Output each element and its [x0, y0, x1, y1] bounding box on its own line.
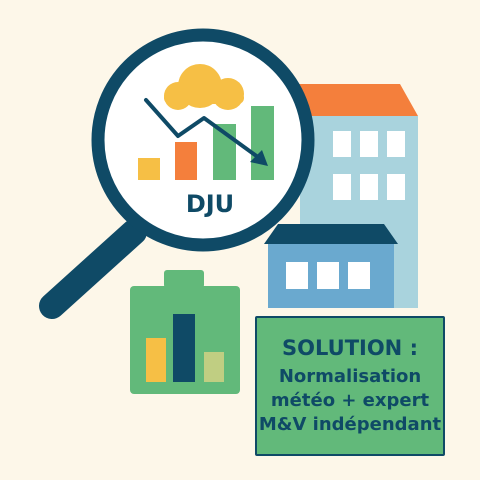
solution-line-2: météo + expert	[270, 390, 430, 411]
lens-bar-2	[175, 142, 197, 180]
trend-down-arrow-icon	[144, 98, 268, 166]
battery-bar-2	[173, 314, 195, 382]
building-icon	[264, 84, 418, 308]
solution-line-1: Normalisation	[278, 366, 422, 387]
magnifier-lens	[91, 28, 315, 252]
battery-cap	[164, 270, 204, 288]
solution-title: SOLUTION :	[282, 336, 418, 360]
battery-chart-icon	[130, 270, 240, 394]
solution-line-3: M&V indépendant	[258, 414, 442, 435]
cloud-icon	[164, 64, 244, 110]
solution-panel: SOLUTION : Normalisation météo + expert …	[255, 316, 445, 456]
magnifying-glass-icon: DJU	[39, 28, 315, 319]
battery-bar-1	[146, 338, 166, 382]
building-roof	[290, 84, 418, 116]
magnifier-handle	[39, 219, 147, 319]
annex-windows	[286, 262, 370, 289]
lens-bar-4	[251, 106, 274, 180]
annex-roof	[264, 224, 398, 244]
dju-label: DJU	[186, 190, 234, 218]
battery-bar-3	[204, 352, 224, 382]
building-windows	[333, 131, 405, 200]
lens-bar-1	[138, 158, 160, 180]
